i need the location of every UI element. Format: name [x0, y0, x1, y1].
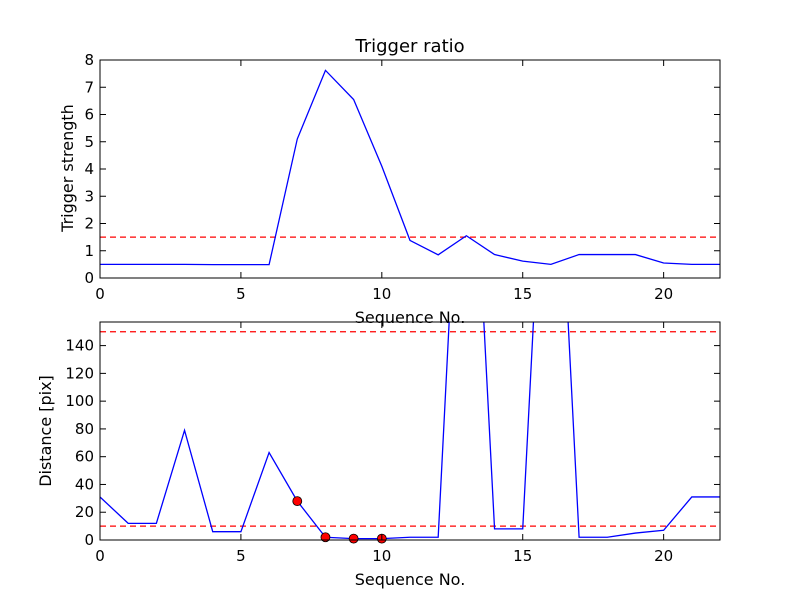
y-tick-label: 3 — [84, 187, 94, 205]
y-tick-label: 0 — [84, 269, 94, 287]
chart-title: Trigger ratio — [354, 36, 464, 57]
x-tick-label: 5 — [236, 285, 246, 303]
y-tick-label: 2 — [84, 215, 94, 233]
y-tick-label: 80 — [75, 420, 94, 438]
x-tick-label: 0 — [95, 285, 105, 303]
y-tick-label: 120 — [65, 364, 94, 382]
plot-marks — [100, 322, 720, 540]
axis-ticks: 0 5 10 15 20 0 1 2 3 4 5 6 7 8 — [84, 51, 720, 303]
y-tick-label: 5 — [84, 133, 94, 151]
x-tick-label: 10 — [372, 547, 391, 565]
x-tick-label: 5 — [236, 547, 246, 565]
axis-ticks: 0 5 10 15 20 0 20 40 60 80 100 120 140 — [65, 322, 720, 565]
y-tick-label: 7 — [84, 78, 94, 96]
x-tick-label: 15 — [513, 285, 532, 303]
data-point-marker — [292, 496, 303, 507]
plot-frame — [99, 59, 721, 279]
x-tick-label: 15 — [513, 547, 532, 565]
x-tick-label: 10 — [372, 285, 391, 303]
data-point-marker — [320, 532, 331, 543]
trigger-ratio-subplot: Trigger ratio Sequence No. Trigger stren… — [58, 36, 721, 327]
y-axis-title: Trigger strength — [58, 104, 77, 233]
distance-subplot: Sequence No. Distance [pix] 0 5 10 15 20 0 20 4… — [36, 321, 721, 589]
y-tick-label: 8 — [84, 51, 94, 69]
plot-area — [100, 322, 720, 544]
y-tick-label: 6 — [84, 106, 94, 124]
series-line — [100, 69, 720, 266]
y-tick-label: 20 — [75, 503, 94, 521]
plot-marks — [100, 69, 720, 266]
series-line — [100, 322, 720, 540]
y-tick-label: 100 — [65, 392, 94, 410]
y-tick-label: 60 — [75, 448, 94, 466]
y-tick-label: 4 — [84, 160, 94, 178]
y-tick-label: 0 — [84, 531, 94, 549]
x-tick-label: 20 — [654, 285, 673, 303]
data-point-marker — [348, 533, 359, 544]
y-axis-title: Distance [pix] — [36, 375, 55, 487]
plot-area — [100, 69, 720, 266]
y-tick-label: 40 — [75, 475, 94, 493]
y-tick-label: 1 — [84, 242, 94, 260]
plot-frame — [99, 321, 721, 541]
x-axis-title: Sequence No. — [355, 570, 466, 589]
y-tick-label: 140 — [65, 337, 94, 355]
x-tick-label: 0 — [95, 547, 105, 565]
x-tick-label: 20 — [654, 547, 673, 565]
